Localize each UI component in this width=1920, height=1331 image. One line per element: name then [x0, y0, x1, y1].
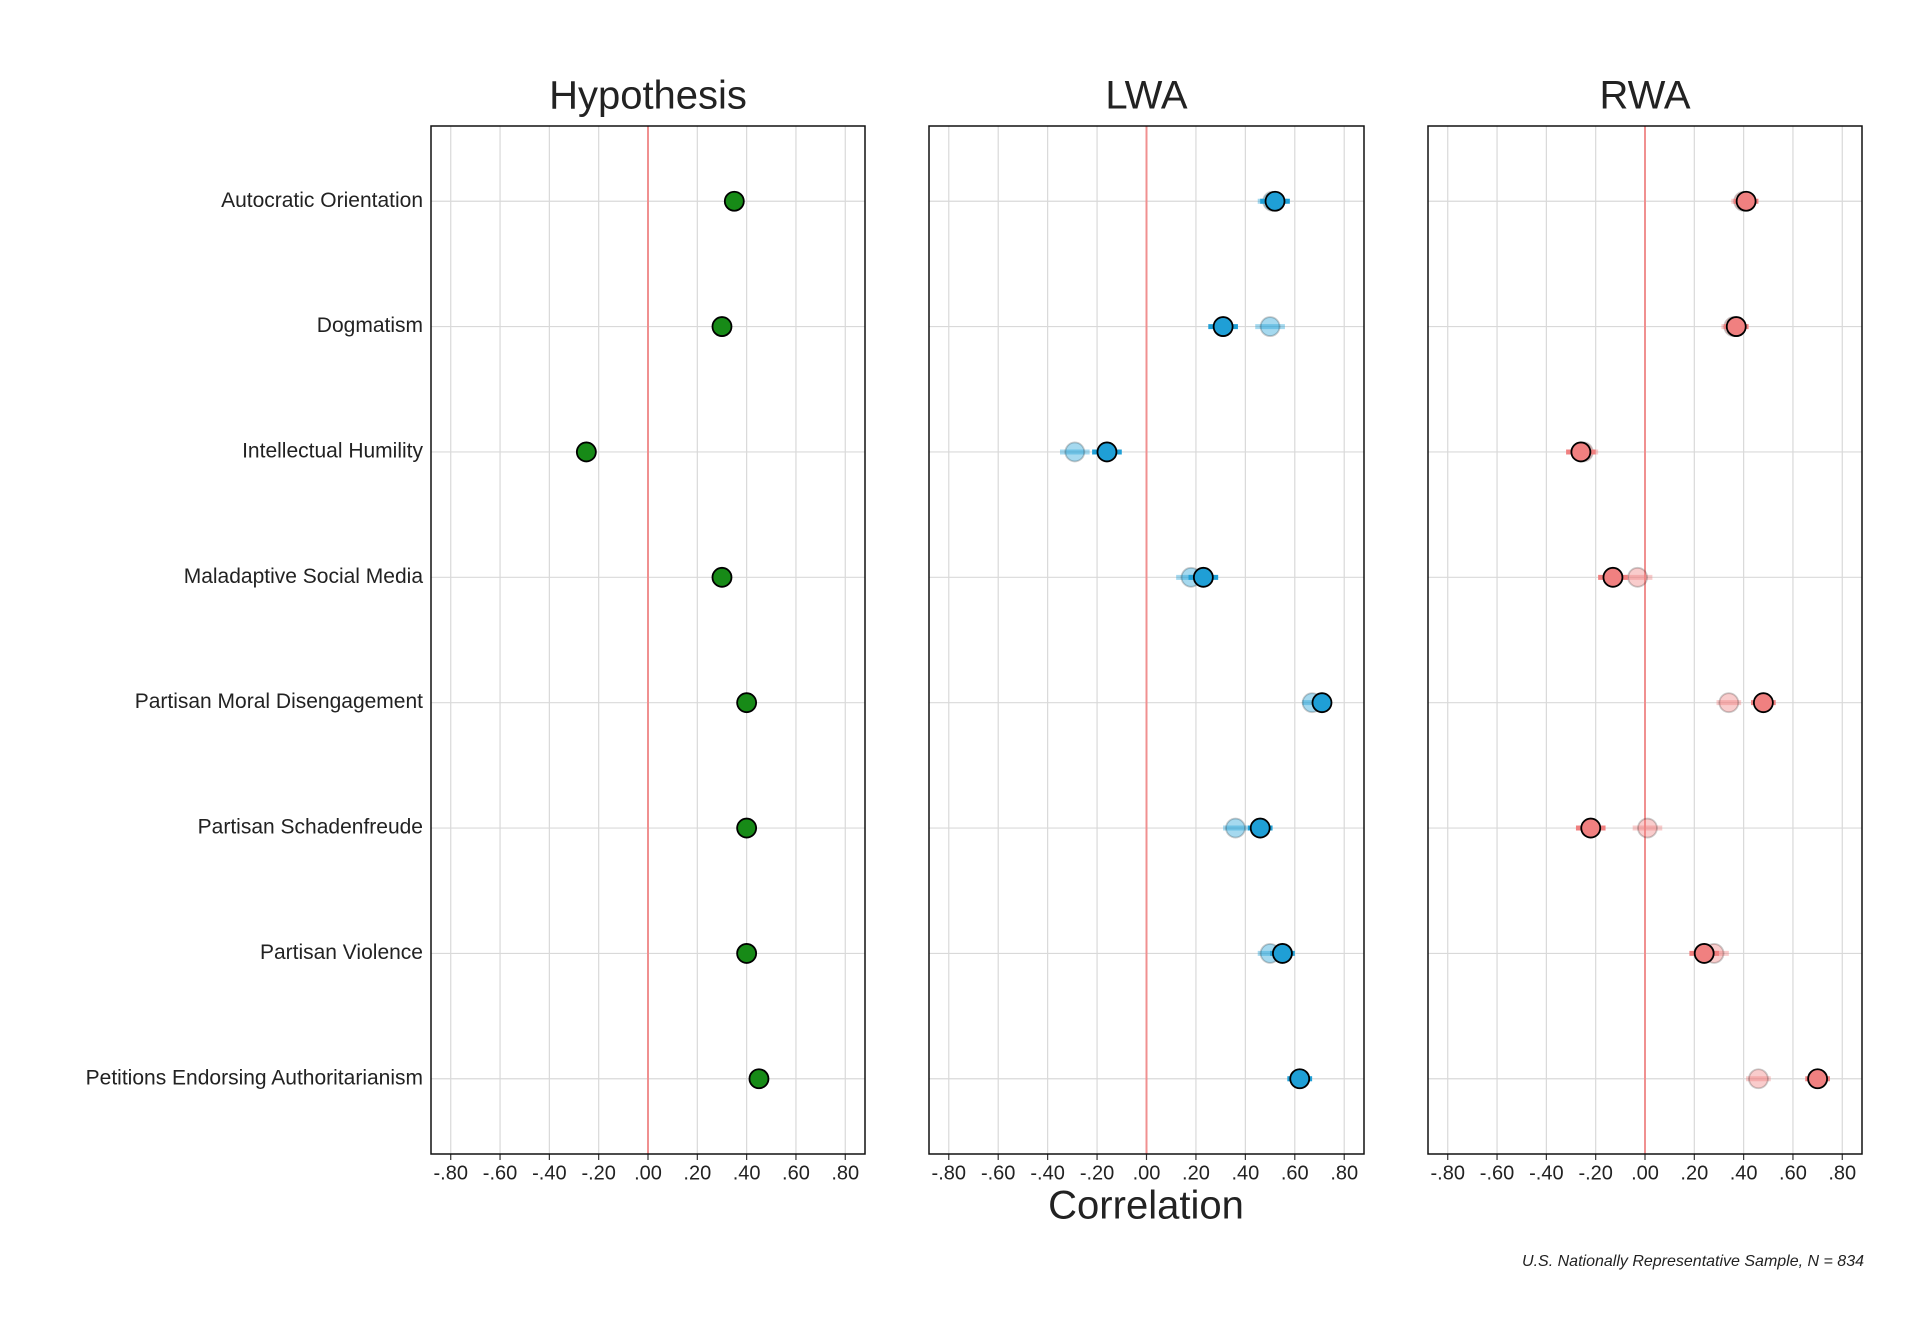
- dot: [711, 316, 733, 337]
- dot: [1752, 692, 1774, 714]
- x-tick-label: .20: [1680, 1162, 1708, 1184]
- x-tick-label: -.60: [981, 1162, 1015, 1184]
- dot: [1807, 1068, 1829, 1090]
- y-tick-label: Partisan Moral Disengagement: [135, 690, 423, 713]
- dot: [1693, 943, 1715, 964]
- x-tick-label: -.60: [483, 1162, 517, 1184]
- note: U.S. Nationally Representative Sample, N…: [1522, 1253, 1864, 1270]
- dot: [1725, 316, 1747, 337]
- x-tick-label: .40: [1730, 1162, 1758, 1184]
- x-tick-label: -.20: [1578, 1162, 1612, 1184]
- dot: [736, 943, 758, 964]
- y-tick-label: Partisan Schadenfreude: [198, 816, 423, 839]
- x-tick-label: -.20: [1080, 1162, 1114, 1184]
- dot: [1096, 441, 1118, 463]
- y-tick-label: Autocratic Orientation: [221, 189, 423, 212]
- dot: [723, 190, 745, 212]
- dot: [1225, 817, 1246, 839]
- x-tick-label: -.80: [932, 1162, 966, 1184]
- dot: [1718, 692, 1740, 714]
- y-tick-label: Intellectual Humility: [242, 439, 423, 462]
- x-tick-label: .60: [1779, 1162, 1807, 1184]
- dot: [1580, 817, 1602, 839]
- dot: [1259, 316, 1281, 337]
- y-tick-label: Maladaptive Social Media: [184, 565, 424, 588]
- dot: [1311, 692, 1333, 714]
- dot: [575, 441, 597, 463]
- y-tick-label: Dogmatism: [317, 314, 423, 337]
- x-tick-label: .80: [831, 1162, 859, 1184]
- dot: [1264, 190, 1286, 212]
- dot: [1212, 316, 1234, 337]
- x-tick-label: -.80: [433, 1162, 467, 1184]
- panel-border: [430, 125, 866, 1155]
- x-tick-label: -.40: [1529, 1162, 1563, 1184]
- panel-border: [1427, 125, 1863, 1155]
- dot: [748, 1068, 770, 1090]
- x-tick-label: .20: [1182, 1162, 1210, 1184]
- x-tick-label: .80: [1330, 1162, 1358, 1184]
- dot: [1064, 441, 1086, 463]
- dot: [1637, 817, 1658, 839]
- dot: [736, 817, 758, 839]
- x-tick-label: .60: [1281, 1162, 1309, 1184]
- dot: [1602, 566, 1624, 588]
- panel-title: LWA: [1105, 74, 1188, 118]
- y-tick-label: Petitions Endorsing Authoritarianism: [86, 1066, 423, 1089]
- x-tick-label: .00: [1133, 1162, 1161, 1184]
- x-tick-label: -.60: [1480, 1162, 1514, 1184]
- x-tick-label: .20: [683, 1162, 711, 1184]
- panel-border: [928, 125, 1365, 1155]
- x-tick-label: .80: [1828, 1162, 1856, 1184]
- x-tick-label: .00: [634, 1162, 662, 1184]
- x-tick-label: .40: [1231, 1162, 1259, 1184]
- x-tick-label: .40: [733, 1162, 761, 1184]
- dot: [1272, 943, 1293, 964]
- dot: [1627, 566, 1649, 588]
- x-tick-label: -.80: [1430, 1162, 1464, 1184]
- dot: [1192, 566, 1214, 588]
- y-tick-label: Partisan Violence: [260, 941, 423, 964]
- dot: [1570, 441, 1592, 463]
- dot: [736, 692, 758, 714]
- dot: [1748, 1068, 1769, 1090]
- panel-title: Hypothesis: [549, 74, 747, 118]
- x-tick-label: -.40: [1030, 1162, 1064, 1184]
- x-tick-label: -.40: [532, 1162, 566, 1184]
- x-tick-label: .00: [1631, 1162, 1659, 1184]
- x-tick-label: -.20: [581, 1162, 615, 1184]
- dot: [711, 566, 733, 588]
- x-axis-label: Correlation: [1048, 1184, 1244, 1228]
- dot: [1249, 817, 1271, 839]
- dot: [1735, 190, 1757, 212]
- x-tick-label: .60: [782, 1162, 810, 1184]
- dot: [1289, 1068, 1311, 1090]
- panel-title: RWA: [1599, 74, 1690, 118]
